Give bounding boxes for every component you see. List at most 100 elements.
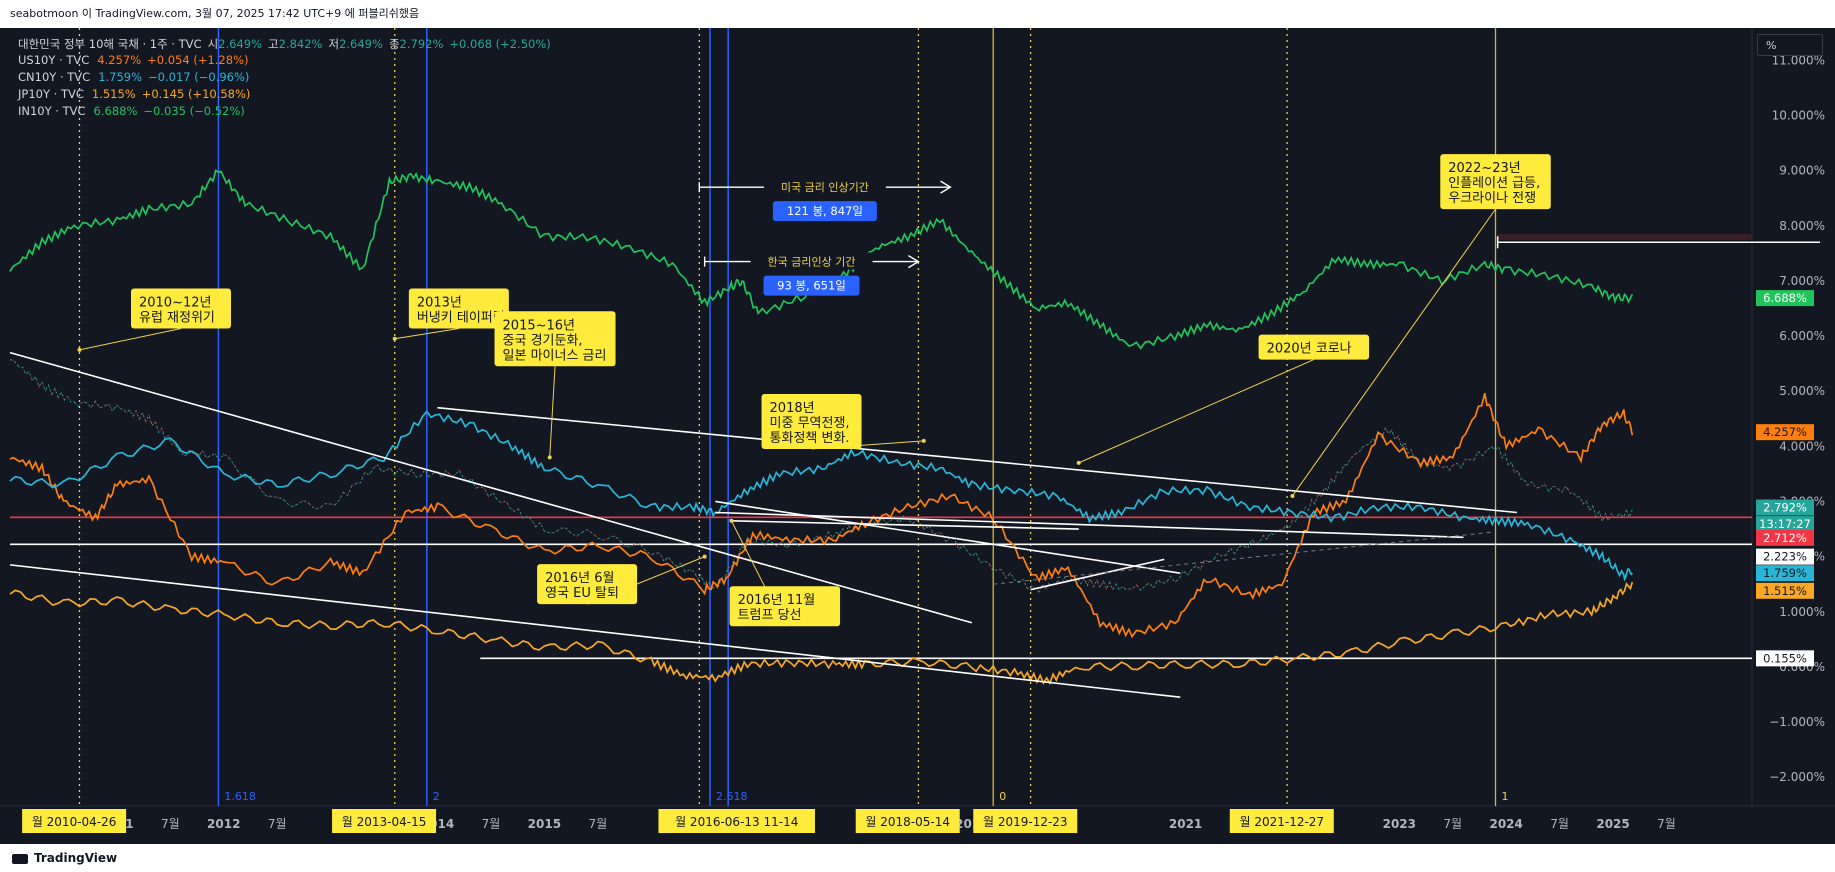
callout-text: 유럽 재정위기 <box>139 310 215 325</box>
x-tick-label: 2015 <box>528 817 561 831</box>
legend-row[interactable]: US10Y · TVC 4.257% +0.054 (+1.28%) <box>18 53 248 67</box>
fib-vline-label: 1.618 <box>224 790 256 803</box>
y-tick-label: −1.000% <box>1769 715 1825 729</box>
range-label-bg <box>763 178 886 196</box>
price-label: 2.223% <box>1763 550 1807 564</box>
date-badge-text: 월 2019-12-23 <box>983 815 1068 829</box>
price-label-bg <box>1756 424 1814 441</box>
tradingview-logo-icon <box>12 853 28 864</box>
x-tick-label: 2024 <box>1489 817 1522 831</box>
y-tick-label: 5.000% <box>1779 384 1825 398</box>
price-label-bg <box>1756 290 1814 307</box>
callout-box <box>408 288 509 329</box>
y-tick-label: −2.000% <box>1769 770 1825 784</box>
y-tick-label: 1.000% <box>1779 605 1825 619</box>
legend-ohlc-part: 2.792% <box>399 37 444 51</box>
price-label: 2.792% <box>1763 501 1807 515</box>
yield-chart[interactable]: 11.000%10.000%9.000%8.000%7.000%6.000%5.… <box>0 28 1835 844</box>
date-badge <box>22 809 127 833</box>
callout-anchor-dot <box>1076 460 1081 465</box>
price-label: 1.515% <box>1763 584 1807 598</box>
callout-anchor-dot <box>547 455 552 460</box>
callout-text: 2015~16년 <box>503 318 575 333</box>
zone-marker <box>1497 234 1752 241</box>
callout-text: 2010~12년 <box>139 295 211 310</box>
range-arrow-head <box>940 180 952 194</box>
callout-text: 2020년 코로나 <box>1267 342 1352 357</box>
callout-box <box>537 564 638 605</box>
callout-text: 미중 무역전쟁, <box>770 416 850 431</box>
percent-scale-button[interactable]: % <box>1757 34 1823 56</box>
callout-box <box>761 394 862 450</box>
legend-symbol: US10Y · TVC <box>18 53 90 67</box>
price-label-bg <box>1756 499 1814 516</box>
y-tick-label: 6.000% <box>1779 329 1825 343</box>
legend-row[interactable]: CN10Y · TVC 1.759% −0.017 (−0.96%) <box>18 70 249 84</box>
date-badge-text: 월 2013-04-15 <box>342 815 427 829</box>
date-badge-text: 월 2018-05-14 <box>865 815 950 829</box>
price-label: 13:17:27 <box>1759 517 1811 531</box>
legend-ohlc-part: 시 <box>207 37 219 51</box>
publish-header: seabotmoon 이 TradingView.com, 3월 07, 202… <box>0 0 1835 28</box>
legend-symbol: 대한민국 정부 10해 국채 · 1주 · TVC <box>18 37 202 51</box>
legend-change: +0.145 (+10.58%) <box>141 87 251 101</box>
legend-change: −0.035 (−0.52%) <box>143 104 245 118</box>
x-tick-label: 2012 <box>207 817 240 831</box>
x-tick-label: 2025 <box>1596 817 1629 831</box>
price-label-bg <box>1756 582 1814 599</box>
legend-ohlc-part: 종 <box>388 37 400 51</box>
y-tick-label: 10.000% <box>1772 108 1825 122</box>
callout-text: 2016년 11월 <box>738 593 816 608</box>
y-tick-label: 11.000% <box>1772 53 1825 67</box>
range-bars-text: 93 봉, 651일 <box>777 279 846 293</box>
legend-symbol: JP10Y · TVC <box>18 87 84 101</box>
x-tick-label: 2023 <box>1383 817 1416 831</box>
trend-line <box>715 500 1181 574</box>
callout-text: 영국 EU 탈퇴 <box>545 586 619 601</box>
callout-anchor-dot <box>77 347 82 352</box>
chart-background <box>0 28 1835 844</box>
price-label: 6.688% <box>1763 291 1807 305</box>
range-arrow-head <box>908 254 920 269</box>
trend-line <box>9 351 973 624</box>
callout-text: 우크라이나 전쟁 <box>1448 191 1536 206</box>
callout-box <box>1258 334 1370 360</box>
trend-line <box>715 511 1464 539</box>
date-badge-text: 월 2010-04-26 <box>32 815 117 829</box>
range-bars-badge <box>772 201 877 222</box>
trend-line <box>1030 558 1165 591</box>
callout-leader-line <box>549 366 556 458</box>
trend-line <box>731 519 1079 530</box>
callout-anchor-dot <box>729 518 734 523</box>
callout-box <box>729 586 841 627</box>
x-tick-label: 7월 <box>588 817 607 831</box>
price-label: 4.257% <box>1763 425 1807 439</box>
trend-line <box>437 406 1517 514</box>
date-badge <box>658 809 815 833</box>
date-badge <box>855 809 960 833</box>
legend-symbol: CN10Y · TVC <box>18 70 91 84</box>
callout-text: 2018년 <box>770 401 815 416</box>
callout-anchor-dot <box>392 336 397 341</box>
fib-vline-label: 2 <box>433 790 440 803</box>
callout-text: 인플레이션 급등, <box>1448 176 1540 191</box>
legend-change: −0.017 (−0.96%) <box>148 70 250 84</box>
callout-leader-line <box>1292 208 1496 497</box>
price-label-bg <box>1756 650 1814 667</box>
price-label-bg <box>1756 516 1814 533</box>
y-tick-label: 9.000% <box>1779 164 1825 178</box>
price-label-bg <box>1756 548 1814 565</box>
legend-row[interactable]: 대한민국 정부 10해 국채 · 1주 · TVC 시2.649% 고2.842% 저… <box>18 36 551 52</box>
legend-ohlc-part: 고 <box>268 37 279 51</box>
legend-value: 6.688% <box>93 104 138 118</box>
y-tick-label: 7.000% <box>1779 274 1825 288</box>
price-label-bg <box>1756 529 1814 546</box>
legend-row[interactable]: JP10Y · TVC 1.515% +0.145 (+10.58%) <box>18 87 250 101</box>
range-label: 미국 금리 인상기간 <box>781 181 869 194</box>
range-bars-text: 121 봉, 847일 <box>787 204 863 218</box>
fib-vline-label: 0 <box>999 790 1006 803</box>
legend-value: 1.515% <box>91 87 136 101</box>
legend-row[interactable]: IN10Y · TVC 6.688% −0.035 (−0.52%) <box>18 104 245 118</box>
legend-value: 4.257% <box>97 53 142 67</box>
legend-ohlc-part: 2.649% <box>339 37 383 51</box>
